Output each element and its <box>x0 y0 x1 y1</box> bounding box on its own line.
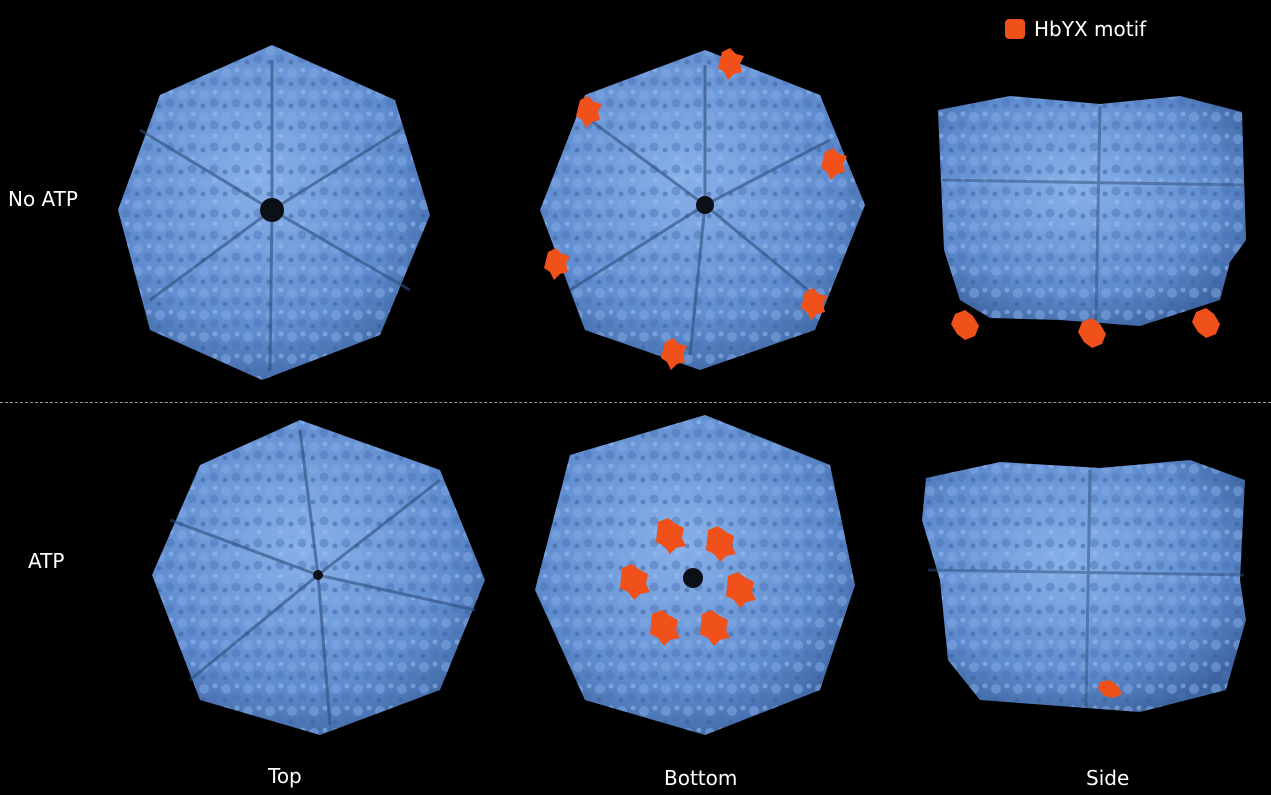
central-pore <box>260 198 284 222</box>
row-label-no-atp: No ATP <box>8 187 78 211</box>
hbyx-motif <box>656 518 686 554</box>
hbyx-motif <box>576 96 602 128</box>
panel-atp-top <box>152 420 485 735</box>
column-label-bottom: Bottom <box>664 766 738 790</box>
hbyx-motif <box>801 288 827 320</box>
panel-no-atp-bottom <box>540 48 865 370</box>
hbyx-motif <box>650 610 680 646</box>
hbyx-motif <box>1078 318 1106 348</box>
panel-no-atp-side <box>938 96 1246 348</box>
hbyx-motif-marks <box>544 48 847 370</box>
hbyx-motif <box>1192 308 1220 338</box>
hbyx-motif <box>718 48 744 80</box>
hbyx-motif <box>700 610 730 646</box>
hbyx-motif <box>951 310 979 340</box>
row-divider <box>0 402 1271 403</box>
hbyx-motif <box>821 148 847 180</box>
panel-atp-bottom <box>535 415 855 735</box>
column-label-top: Top <box>268 764 302 788</box>
hbyx-motif <box>661 338 687 370</box>
row-label-atp: ATP <box>28 549 65 573</box>
hbyx-motif <box>544 248 570 280</box>
legend-swatch <box>1005 19 1025 39</box>
hbyx-motif <box>726 572 756 608</box>
column-label-side: Side <box>1086 766 1130 790</box>
hbyx-motif <box>706 526 736 562</box>
panel-atp-side <box>922 460 1246 712</box>
legend-label: HbYX motif <box>1034 17 1147 41</box>
legend: HbYX motif <box>1005 17 1146 41</box>
hbyx-motif <box>620 564 650 600</box>
panel-no-atp-top <box>118 45 430 380</box>
hbyx-motif <box>1098 680 1122 698</box>
